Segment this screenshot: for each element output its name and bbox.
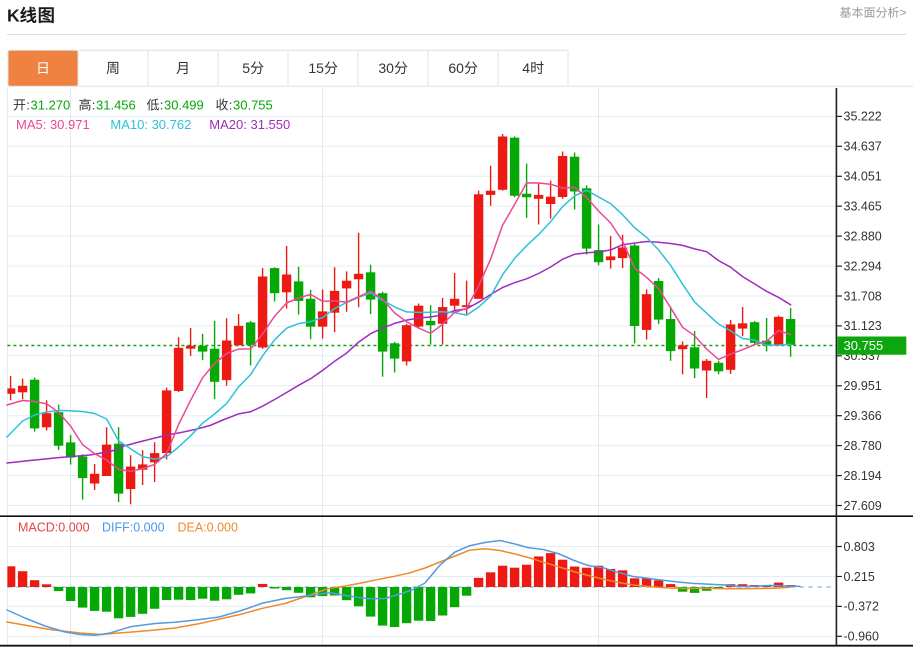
svg-text::: :	[160, 98, 164, 113]
svg-text:MA10: 30.762: MA10: 30.762	[110, 117, 191, 132]
svg-text:4: 4	[522, 60, 530, 76]
svg-text:31.708: 31.708	[844, 289, 882, 303]
svg-text:28.194: 28.194	[844, 469, 882, 483]
svg-text:34.051: 34.051	[844, 170, 882, 184]
svg-text:30.755: 30.755	[844, 338, 884, 353]
svg-text:-0.372: -0.372	[844, 600, 879, 614]
svg-text:0.215: 0.215	[844, 570, 875, 584]
svg-text:MA5: 30.971: MA5: 30.971	[16, 117, 90, 132]
svg-text:31.270: 31.270	[31, 98, 71, 113]
svg-text:30.499: 30.499	[164, 98, 204, 113]
svg-text:MA20: 31.550: MA20: 31.550	[209, 117, 290, 132]
svg-text:32.294: 32.294	[844, 259, 882, 273]
svg-text:MACD:0.000: MACD:0.000	[18, 521, 90, 535]
svg-text:60: 60	[448, 60, 464, 76]
svg-text::: :	[229, 98, 233, 113]
svg-text:DEA:0.000: DEA:0.000	[178, 521, 239, 535]
svg-text::: :	[26, 98, 30, 113]
svg-text:30: 30	[378, 60, 394, 76]
svg-text:-0.960: -0.960	[844, 630, 879, 644]
svg-text:5: 5	[242, 60, 250, 76]
svg-text:33.465: 33.465	[844, 200, 882, 214]
svg-text:29.366: 29.366	[844, 409, 882, 423]
svg-text:15: 15	[308, 60, 324, 76]
svg-text:35.222: 35.222	[844, 110, 882, 124]
svg-text:27.609: 27.609	[844, 499, 882, 513]
svg-text:34.637: 34.637	[844, 140, 882, 154]
svg-text:0.803: 0.803	[844, 540, 875, 554]
svg-text:31.456: 31.456	[96, 98, 136, 113]
svg-text:29.951: 29.951	[844, 379, 882, 393]
svg-text:30.755: 30.755	[233, 98, 273, 113]
svg-text:32.880: 32.880	[844, 229, 882, 243]
svg-text:28.780: 28.780	[844, 439, 882, 453]
svg-text:>: >	[900, 6, 907, 20]
svg-text:DIFF:0.000: DIFF:0.000	[102, 521, 165, 535]
svg-text:31.123: 31.123	[844, 319, 882, 333]
svg-text::: :	[92, 98, 96, 113]
svg-text:K: K	[7, 6, 20, 26]
